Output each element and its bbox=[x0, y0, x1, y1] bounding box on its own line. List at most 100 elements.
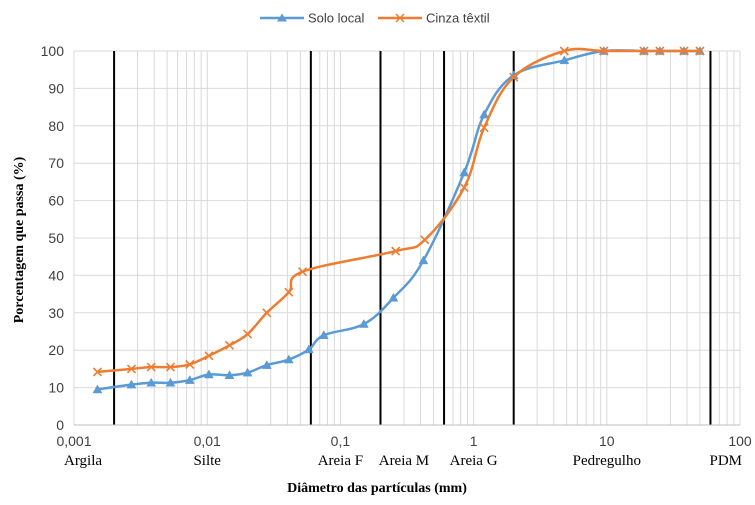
data-point-stroke bbox=[479, 123, 489, 133]
data-point bbox=[695, 46, 705, 56]
y-tick-label: 10 bbox=[48, 380, 64, 396]
legend-item-solo-local: Solo local bbox=[260, 11, 364, 26]
x-tick-label: 0,01 bbox=[194, 433, 221, 449]
data-point-stroke bbox=[559, 46, 569, 56]
data-point-stroke bbox=[420, 235, 430, 245]
data-point bbox=[184, 375, 195, 384]
class-boundary-layer bbox=[113, 51, 712, 425]
data-point-stroke bbox=[126, 364, 137, 374]
data-point-stroke bbox=[599, 46, 609, 56]
data-point bbox=[655, 46, 665, 56]
data-point bbox=[224, 340, 235, 350]
data-point bbox=[126, 379, 137, 389]
data-point bbox=[185, 359, 195, 369]
legend: Solo local Cinza têxtil bbox=[260, 11, 490, 26]
data-point bbox=[559, 46, 569, 56]
data-point bbox=[358, 319, 369, 328]
data-point bbox=[459, 182, 469, 193]
data-point bbox=[479, 123, 489, 133]
data-point bbox=[165, 362, 176, 372]
data-point-stroke bbox=[509, 72, 519, 82]
data-point bbox=[599, 46, 609, 56]
data-point bbox=[639, 46, 649, 56]
y-tick-label: 60 bbox=[48, 193, 64, 209]
y-tick-label: 30 bbox=[48, 305, 64, 321]
data-point bbox=[126, 364, 137, 374]
data-point bbox=[388, 292, 399, 302]
data-point-stroke bbox=[391, 246, 401, 256]
data-point bbox=[283, 354, 294, 364]
y-tick-label: 70 bbox=[48, 155, 64, 171]
series-layer bbox=[92, 45, 705, 394]
y-tick-label: 20 bbox=[48, 342, 64, 358]
legend-label-solo-local: Solo local bbox=[308, 11, 364, 26]
data-point bbox=[204, 351, 214, 361]
x-tick-label: 0,1 bbox=[331, 433, 351, 449]
legend-label-cinza-textil: Cinza têxtil bbox=[426, 11, 490, 26]
data-point-stroke bbox=[185, 359, 195, 369]
data-point bbox=[418, 255, 429, 265]
series-cinza-textil bbox=[92, 46, 705, 377]
data-point-stroke bbox=[165, 362, 176, 372]
x-axis-title: Diâmetro das partículas (mm) bbox=[287, 481, 467, 496]
data-point bbox=[146, 377, 157, 387]
data-point bbox=[679, 46, 689, 56]
data-point bbox=[284, 287, 294, 297]
series-line bbox=[97, 47, 700, 374]
data-point bbox=[559, 55, 570, 65]
x-tick-label: 100 bbox=[728, 433, 752, 449]
data-point bbox=[459, 167, 470, 177]
soil-class-label: Argila bbox=[64, 453, 102, 469]
data-point-stroke bbox=[679, 46, 689, 56]
y-tick-label: 50 bbox=[48, 230, 64, 246]
x-tick-label: 10 bbox=[599, 433, 615, 449]
soil-class-label: Silte bbox=[193, 453, 221, 469]
data-point-stroke bbox=[204, 351, 214, 361]
x-tick-label: 1 bbox=[470, 433, 478, 449]
data-point bbox=[146, 362, 156, 372]
data-point bbox=[224, 370, 235, 380]
axis-layer: 0 10 20 30 40 50 60 70 80 90 100 0,001 0,01 0,1 1 10 100… bbox=[41, 43, 752, 469]
data-point-stroke bbox=[243, 329, 253, 339]
data-point bbox=[262, 308, 272, 318]
data-point bbox=[420, 235, 430, 245]
grid-layer bbox=[73, 50, 741, 425]
data-point bbox=[165, 377, 176, 387]
series-line bbox=[97, 49, 700, 391]
data-point-stroke bbox=[695, 46, 705, 56]
data-point-stroke bbox=[298, 267, 308, 277]
legend-marker-solo-local bbox=[277, 13, 287, 22]
soil-class-label: Areia F bbox=[318, 453, 363, 469]
data-point-stroke bbox=[639, 46, 649, 56]
data-point-stroke bbox=[92, 367, 103, 377]
data-point bbox=[261, 360, 272, 369]
x-tick-label: 0,001 bbox=[56, 433, 91, 449]
data-point bbox=[203, 369, 214, 379]
y-tick-label: 90 bbox=[48, 80, 64, 96]
data-point bbox=[509, 72, 519, 82]
soil-class-label: Areia M bbox=[379, 453, 429, 469]
data-point bbox=[391, 246, 401, 256]
data-point bbox=[318, 330, 329, 339]
data-point bbox=[92, 384, 103, 394]
data-point bbox=[92, 367, 103, 377]
soil-class-label: PDM bbox=[709, 453, 742, 469]
legend-marker-cinza-textil bbox=[395, 13, 405, 23]
data-point-stroke bbox=[459, 182, 469, 193]
legend-item-cinza-textil: Cinza têxtil bbox=[378, 11, 490, 26]
soil-class-label: Pedregulho bbox=[573, 453, 641, 469]
data-point bbox=[479, 109, 490, 119]
y-tick-label: 40 bbox=[48, 267, 64, 283]
data-point bbox=[303, 344, 314, 354]
data-point-stroke bbox=[224, 340, 235, 350]
soil-class-label: Areia G bbox=[450, 453, 498, 469]
data-point bbox=[242, 367, 253, 377]
y-tick-label: 80 bbox=[48, 118, 64, 134]
data-point-stroke bbox=[655, 46, 665, 56]
y-axis-title: Porcentagem que passa (%) bbox=[12, 156, 27, 323]
data-point-stroke bbox=[146, 362, 156, 372]
data-point-stroke bbox=[262, 308, 272, 318]
data-point bbox=[243, 329, 253, 339]
y-tick-label: 100 bbox=[41, 43, 65, 59]
